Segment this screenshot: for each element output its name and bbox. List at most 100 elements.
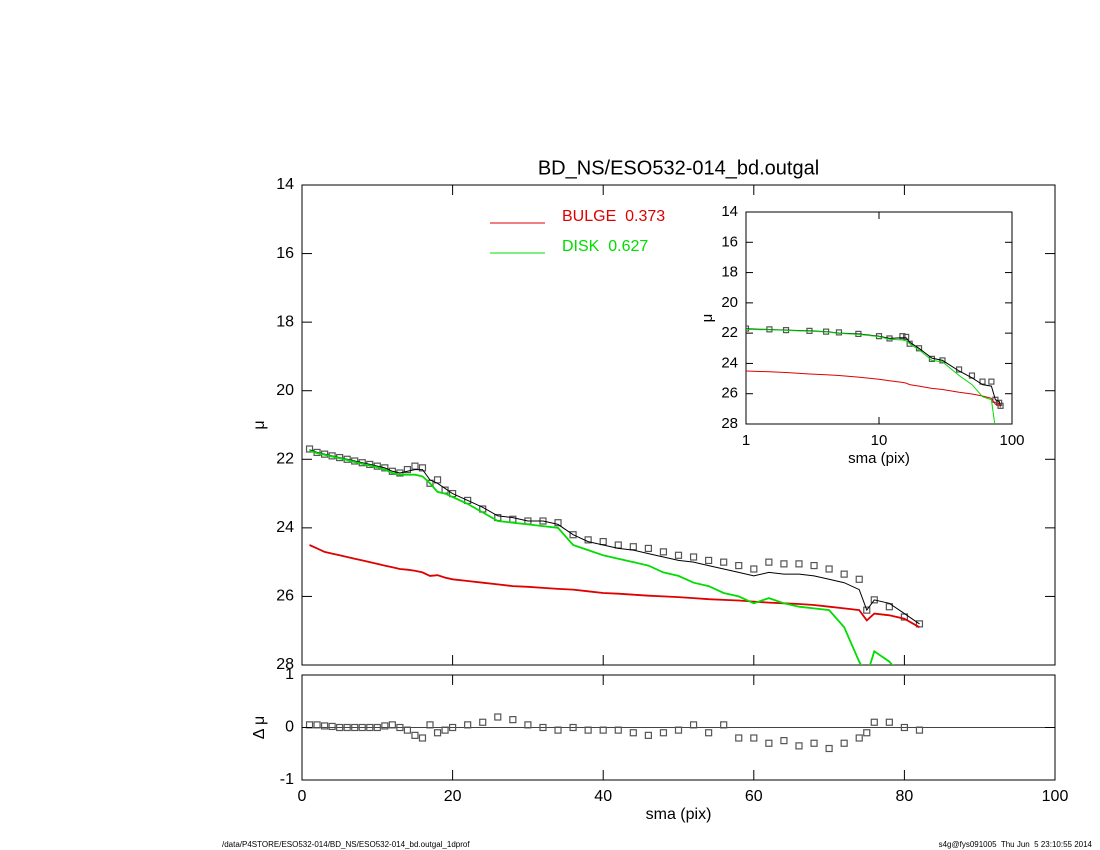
data-point <box>614 726 622 734</box>
footer-left: /data/P4STORE/ESO532-014/BD_NS/ESO532-01… <box>222 840 470 849</box>
data-point <box>795 742 803 750</box>
profile-line <box>309 449 894 665</box>
data-point <box>433 729 442 737</box>
data-point <box>885 718 893 726</box>
data-point <box>689 553 698 561</box>
profile-line <box>746 328 996 424</box>
profile-line <box>309 449 920 625</box>
data-point <box>810 739 818 747</box>
data-point <box>705 556 713 565</box>
data-point <box>765 558 773 566</box>
data-point <box>659 548 668 556</box>
data-point <box>388 721 396 729</box>
legend-label: BULGE 0.373 <box>562 208 665 225</box>
profile-line <box>746 370 1001 408</box>
data-point <box>411 731 419 739</box>
data-point <box>403 726 412 734</box>
data-point <box>735 734 743 742</box>
data-point <box>997 402 1004 409</box>
data-point <box>659 729 668 737</box>
data-point <box>320 722 329 730</box>
data-point <box>899 333 906 340</box>
data-point <box>835 329 843 336</box>
data-point <box>900 723 909 732</box>
y-tick-label: -1 <box>280 771 294 788</box>
data-point <box>305 721 314 729</box>
data-point <box>358 723 366 732</box>
y-tick-label: 22 <box>276 451 294 468</box>
data-point <box>418 734 427 742</box>
data-point <box>840 570 848 578</box>
data-point <box>336 723 344 732</box>
data-point <box>735 561 743 570</box>
data-point <box>750 734 758 742</box>
data-point <box>569 531 577 539</box>
data-point <box>903 333 910 341</box>
chart-title: BD_NS/ESO532-014_bd.outgal <box>538 157 819 179</box>
data-point <box>689 721 698 729</box>
y-tick-label: 28 <box>721 415 738 432</box>
data-point <box>584 726 592 734</box>
x-tick-label: 100 <box>1042 788 1069 805</box>
data-point <box>479 718 487 726</box>
data-point <box>870 596 878 604</box>
inset-frame <box>745 211 1013 425</box>
x-tick-label: 1 <box>742 432 750 449</box>
data-point <box>644 544 652 553</box>
y-tick-label: 18 <box>721 264 738 281</box>
data-point <box>644 731 652 739</box>
y-tick-label: 1 <box>285 666 294 683</box>
x-tick-label: 20 <box>444 788 462 805</box>
data-point <box>403 465 412 474</box>
data-point <box>539 723 547 732</box>
y-tick-label: 28 <box>276 656 294 673</box>
data-point <box>855 734 863 742</box>
data-point <box>381 722 389 730</box>
data-point <box>313 721 321 729</box>
data-point <box>366 723 374 732</box>
y-tick-label: 14 <box>721 203 738 220</box>
data-point <box>765 739 773 747</box>
data-point <box>674 551 683 559</box>
main-frame <box>301 184 1056 666</box>
data-point <box>863 729 871 737</box>
y-tick-label: 0 <box>285 719 294 736</box>
data-point <box>554 726 562 734</box>
plot-area <box>305 445 924 665</box>
data-point <box>825 565 833 573</box>
data-point <box>939 357 946 364</box>
data-point <box>441 726 449 734</box>
x-tick-label: 100 <box>999 432 1024 449</box>
y-tick-label: 24 <box>721 354 738 371</box>
legend-label: DISK 0.627 <box>562 238 648 255</box>
data-point <box>554 519 562 527</box>
x-tick-label: 60 <box>745 788 763 805</box>
x-axis-label: sma (pix) <box>646 806 712 823</box>
y-tick-label: 24 <box>276 519 294 536</box>
plot-area <box>302 713 1055 753</box>
x-tick-label: 10 <box>871 432 888 449</box>
y-tick-label: 26 <box>721 385 738 402</box>
data-point <box>599 726 607 734</box>
data-point <box>780 560 788 568</box>
data-point <box>825 744 833 753</box>
data-point <box>855 575 863 583</box>
data-point <box>780 737 788 745</box>
profile-line <box>309 544 920 629</box>
y-tick-label: 20 <box>276 382 294 399</box>
data-point <box>509 716 517 724</box>
data-point <box>810 561 818 570</box>
data-point <box>750 565 758 573</box>
data-point <box>629 729 637 737</box>
data-point <box>396 723 404 732</box>
data-point <box>915 726 924 734</box>
data-point <box>343 723 351 732</box>
data-point <box>449 723 457 732</box>
data-point <box>705 729 713 737</box>
data-point <box>524 721 532 729</box>
data-point <box>629 543 637 551</box>
data-point <box>720 558 728 566</box>
data-point <box>426 721 434 729</box>
x-tick-label: 80 <box>896 788 914 805</box>
data-point <box>614 541 622 549</box>
